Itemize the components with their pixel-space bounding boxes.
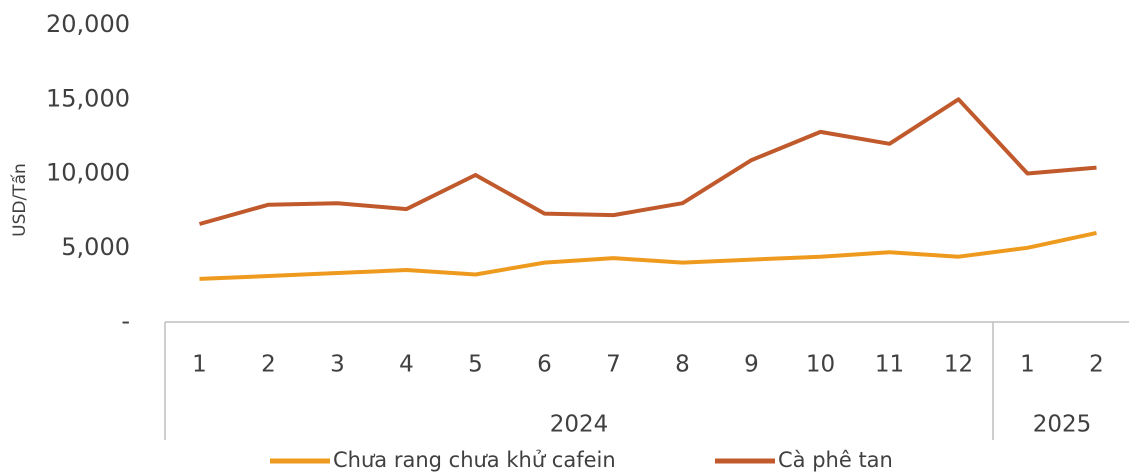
line-series (198, 97, 1097, 226)
y-tick-label: 20,000 (46, 10, 130, 38)
legend-label: Chưa rang chưa khử cafein (333, 448, 616, 472)
x-tick-label: 6 (537, 352, 552, 378)
x-group-label: 2025 (1033, 412, 1092, 438)
x-tick-label: 1 (192, 352, 207, 378)
x-tick-label: 2 (261, 352, 276, 378)
x-tick-label: 9 (744, 352, 759, 378)
x-tick-label: 12 (944, 352, 973, 378)
x-tick-label: 3 (330, 352, 345, 378)
legend-label: Cà phê tan (778, 448, 893, 472)
x-tick-label: 11 (875, 352, 904, 378)
y-tick-label: 15,000 (46, 84, 130, 112)
x-tick-label: 5 (468, 352, 483, 378)
x-tick-label: 8 (675, 352, 690, 378)
line-series (199, 230, 1097, 281)
y-axis-label: USD/Tấn (9, 163, 30, 237)
x-tick-label: 1 (1020, 352, 1035, 378)
x-tick-label: 2 (1089, 352, 1104, 378)
x-group-label: 2024 (550, 412, 609, 438)
x-tick-label: 4 (399, 352, 414, 378)
y-tick-label: 5,000 (61, 233, 130, 261)
y-tick-label: 10,000 (46, 159, 130, 187)
y-tick-label: - (121, 307, 130, 335)
x-tick-label: 10 (806, 352, 835, 378)
x-tick-label: 7 (606, 352, 621, 378)
